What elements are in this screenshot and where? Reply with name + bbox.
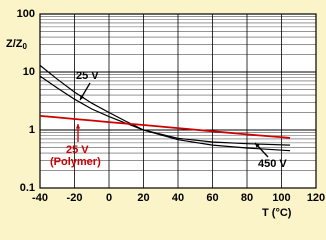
series-line <box>39 64 291 146</box>
arrow-head <box>75 124 81 129</box>
plot-frame <box>39 13 317 189</box>
series-line <box>39 115 291 139</box>
x-tick-label: 80 <box>241 192 253 204</box>
y-tick-label: 1 <box>29 124 35 136</box>
y-tick-label: 0.1 <box>20 182 35 194</box>
annotation: 25 V <box>76 70 99 82</box>
x-tick-label: -40 <box>32 192 48 204</box>
chart: Z/Z0 T (°C) 0.1 1 10 100 -40 -20 0 20 40 60 80 100 1… <box>6 7 326 219</box>
annotation: 25 V <box>66 144 89 156</box>
arrow-head <box>255 143 260 148</box>
x-tick-label: 0 <box>106 192 112 204</box>
annotation: 450 V <box>258 158 287 170</box>
x-tick-label: 20 <box>137 192 149 204</box>
x-tick-label: 60 <box>206 192 218 204</box>
y-tick-label: 10 <box>23 66 35 78</box>
x-axis-label: T (°C) <box>262 207 292 219</box>
x-tick-label: 40 <box>172 192 184 204</box>
arrow-head <box>80 95 85 100</box>
x-tick-label: 120 <box>307 192 325 204</box>
x-tick-label: 100 <box>272 192 290 204</box>
y-tick-label: 100 <box>17 8 35 20</box>
y-axis-label: Z/Z0 <box>6 38 28 51</box>
x-tick-label: -20 <box>67 192 83 204</box>
annotation: (Polymer) <box>50 156 101 168</box>
